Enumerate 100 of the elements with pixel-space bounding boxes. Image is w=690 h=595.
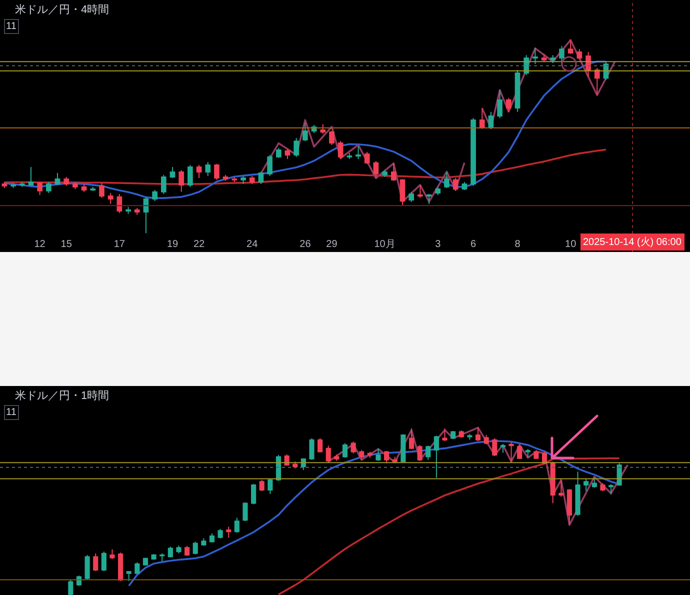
- candlestick: [101, 551, 106, 572]
- x-tick-label: 22: [193, 239, 206, 250]
- candlestick: [442, 428, 448, 442]
- candlestick: [151, 554, 156, 560]
- candlestick: [408, 428, 414, 450]
- candlestick: [390, 162, 396, 182]
- candlestick: [584, 478, 589, 492]
- x-tick-label: 3: [435, 239, 442, 250]
- candlestick: [28, 166, 34, 186]
- candlestick: [566, 488, 572, 526]
- candlestick: [497, 90, 502, 119]
- candlestick: [338, 140, 344, 160]
- candlestick: [81, 183, 87, 192]
- candlestick: [176, 545, 182, 554]
- candlestick: [514, 69, 520, 112]
- candlestick: [72, 182, 78, 190]
- candlestick: [426, 445, 431, 460]
- candlestick: [309, 438, 314, 460]
- candlestick: [452, 177, 458, 192]
- x-tick-label: 17: [114, 239, 126, 250]
- candlestick: [152, 189, 158, 202]
- x-tick-label: 6: [470, 239, 476, 250]
- candlestick: [356, 145, 361, 160]
- candlestick: [418, 184, 423, 198]
- candlestick: [329, 130, 334, 146]
- candlestick: [168, 546, 173, 558]
- candlestick: [205, 161, 211, 177]
- candlestick: [160, 174, 166, 195]
- candlestick: [534, 450, 539, 460]
- candlestick: [209, 532, 215, 543]
- candlestick: [118, 552, 124, 582]
- x-tick-label: 19: [166, 239, 178, 250]
- candlestick: [242, 502, 248, 522]
- x-tick-label: 2025-10-14 (火) 06:00: [583, 236, 682, 248]
- candlestick: [525, 448, 530, 458]
- candlestick: [284, 148, 290, 160]
- candlestick: [64, 176, 70, 186]
- candlestick: [470, 118, 476, 186]
- candlestick: [318, 438, 323, 453]
- candlestick: [576, 48, 582, 60]
- candlestick: [508, 442, 514, 463]
- candlestick: [68, 580, 74, 595]
- candlestick: [214, 163, 220, 180]
- candlestick: [108, 192, 114, 204]
- candlestick: [302, 122, 308, 142]
- candlestick: [586, 51, 591, 78]
- candlestick: [434, 435, 439, 478]
- x-tick-label: 12: [34, 239, 46, 250]
- candlestick: [475, 426, 481, 442]
- candlestick: [500, 444, 506, 454]
- candlestick: [600, 482, 606, 492]
- candlestick: [326, 445, 331, 463]
- candlestick: [342, 442, 348, 458]
- candlestick: [251, 483, 256, 505]
- chart-title: 米ドル／円・1時間: [15, 389, 110, 402]
- candlestick: [417, 444, 422, 462]
- candlestick: [267, 154, 272, 177]
- candlestick: [608, 484, 614, 495]
- candlestick: [234, 517, 240, 534]
- candlestick: [462, 182, 468, 190]
- candlestick: [232, 176, 238, 183]
- candlestick: [550, 461, 556, 504]
- candlestick: [276, 148, 282, 158]
- x-tick-label: 24: [246, 239, 258, 250]
- candlestick: [126, 570, 132, 582]
- candlestick: [382, 170, 388, 178]
- candlestick: [54, 172, 60, 186]
- candlestick: [268, 478, 273, 495]
- candlestick: [46, 182, 52, 194]
- candlestick: [192, 541, 198, 555]
- candlestick: [467, 434, 472, 440]
- candlestick: [376, 448, 381, 462]
- candlestick: [444, 171, 450, 189]
- candlestick: [479, 108, 485, 130]
- candlestick: [373, 160, 379, 178]
- candlestick: [488, 111, 494, 130]
- x-tick-label: 15: [60, 239, 72, 250]
- candlestick: [84, 554, 90, 580]
- candlestick: [226, 526, 232, 538]
- candlestick: [517, 444, 522, 460]
- candlestick: [134, 207, 140, 216]
- candlestick: [90, 186, 96, 192]
- candlestick: [346, 152, 352, 160]
- chart-title: 米ドル／円・4時間: [15, 3, 110, 16]
- x-tick-label: 10: [565, 239, 577, 250]
- candlestick: [19, 182, 25, 188]
- candlestick: [384, 450, 390, 464]
- candlestick: [392, 456, 398, 463]
- candlestick: [126, 206, 131, 214]
- candlestick: [506, 97, 512, 112]
- candlestick: [541, 53, 547, 63]
- candlestick: [559, 45, 564, 66]
- candlestick: [367, 451, 372, 458]
- candlestick: [201, 538, 206, 546]
- candlestick: [400, 434, 406, 463]
- text: 11: [6, 21, 17, 32]
- candlestick: [143, 196, 149, 234]
- candlestick: [542, 451, 548, 465]
- candlestick: [350, 441, 356, 454]
- candlestick: [218, 528, 223, 539]
